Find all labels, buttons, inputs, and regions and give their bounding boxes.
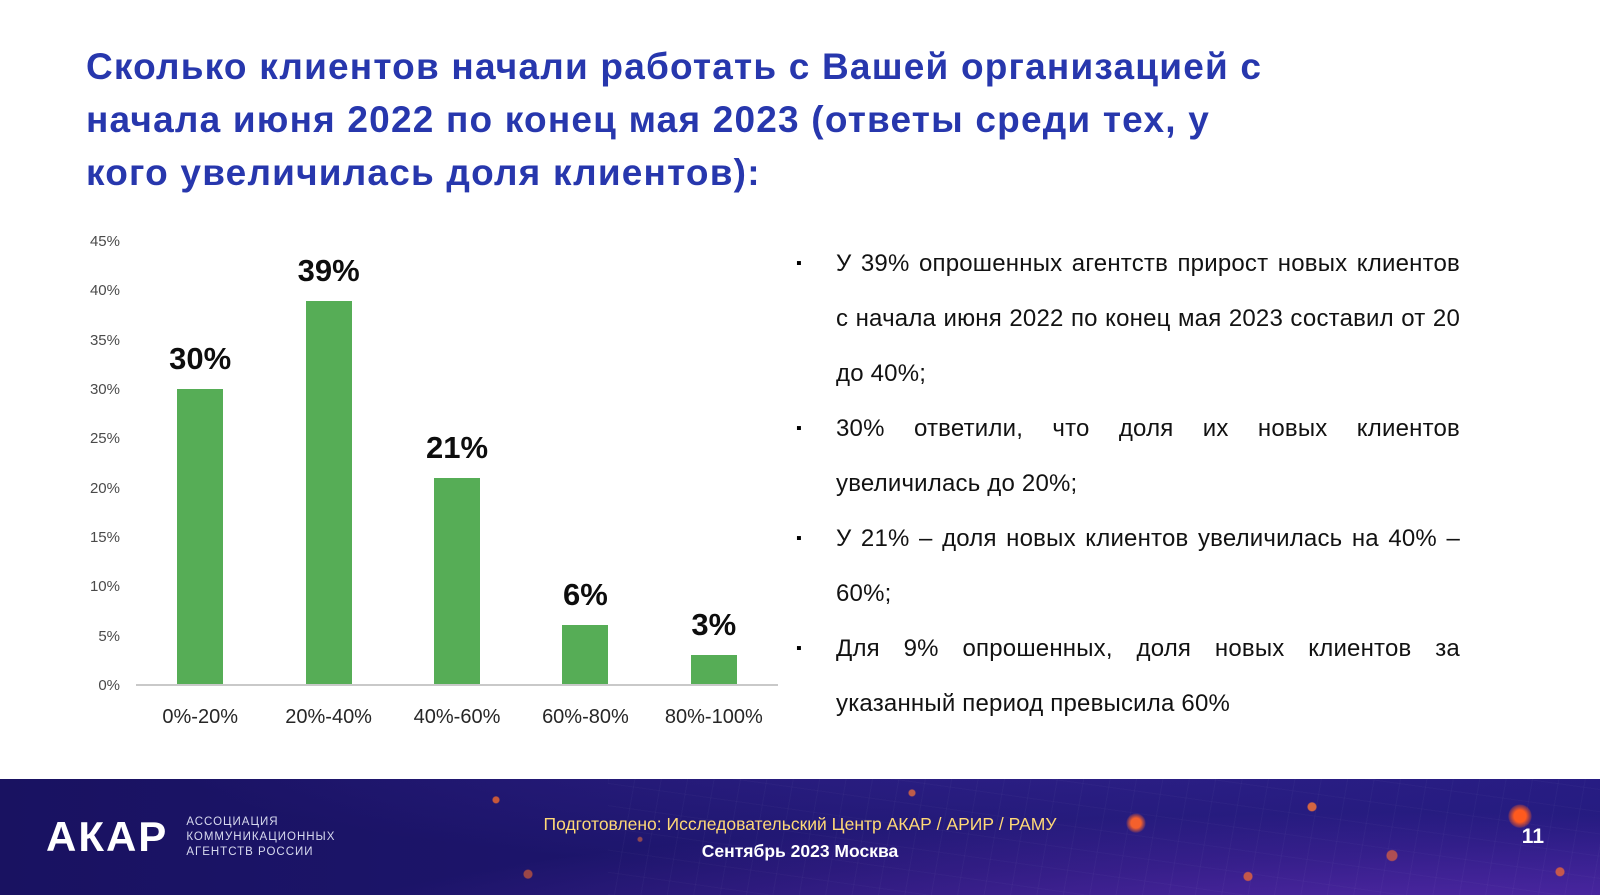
bar xyxy=(305,300,352,684)
title-line: Сколько клиентов начали работать с Вашей… xyxy=(86,46,1263,87)
bullet-item: ▪ 30% ответили, что доля их новых клиенто… xyxy=(792,401,1460,511)
y-tick-label: 5% xyxy=(98,627,120,645)
bar xyxy=(434,477,481,684)
y-tick-label: 30% xyxy=(89,381,120,399)
bar-group: 3% xyxy=(650,242,778,684)
bar-value-label: 3% xyxy=(691,606,737,642)
bullet-text: Для 9% опрошенных, доля новых клиентов з… xyxy=(836,635,1460,717)
bullet-text: У 39% опрошенных агентств прирост новых … xyxy=(836,250,1460,387)
bullet-item: ▪ У 21% – доля новых клиентов увеличилась… xyxy=(792,511,1460,621)
bullet-item: ▪ Для 9% опрошенных, доля новых клиентов … xyxy=(792,621,1460,731)
bar-group: 6% xyxy=(521,242,649,684)
akar-logo: АКАР АССОЦИАЦИЯ КОММУНИКАЦИОННЫХ АГЕНТСТ… xyxy=(46,813,335,861)
bar-value-label: 30% xyxy=(169,341,232,377)
bullet-marker-icon: ▪ xyxy=(796,530,802,547)
x-axis: 0%-20% 20%-40% 40%-60% 60%-80% 80%-100% xyxy=(136,694,778,734)
bar xyxy=(562,625,609,684)
y-tick-label: 20% xyxy=(89,479,120,497)
footer-content: АКАР АССОЦИАЦИЯ КОММУНИКАЦИОННЫХ АГЕНТСТ… xyxy=(0,779,1600,895)
y-tick-label: 25% xyxy=(89,430,120,448)
x-axis-label: 40%-60% xyxy=(413,706,501,728)
bullet-marker-icon: ▪ xyxy=(796,255,802,272)
x-axis-label: 60%-80% xyxy=(542,706,629,728)
bullet-marker-icon: ▪ xyxy=(796,420,802,437)
title-line: кого увеличилась доля клиентов): xyxy=(86,152,761,193)
y-tick-label: 15% xyxy=(89,529,120,547)
y-axis: 0% 5% 10% 15% 20% 25% 30% 35% 40% 45% xyxy=(80,234,128,694)
x-axis-label: 80%-100% xyxy=(664,706,763,728)
bar-group: 21% xyxy=(393,242,521,684)
bar-value-label: 39% xyxy=(297,252,360,288)
y-tick-label: 35% xyxy=(89,331,120,349)
y-tick-label: 10% xyxy=(89,578,120,596)
footer-bar: АКАР АССОЦИАЦИЯ КОММУНИКАЦИОННЫХ АГЕНТСТ… xyxy=(0,779,1600,895)
y-tick-label: 45% xyxy=(89,233,120,250)
logo-sub-line: АГЕНТСТВ РОССИИ xyxy=(186,845,314,858)
page-title: Сколько клиентов начали работать с Вашей… xyxy=(86,40,1262,199)
bullet-item: ▪ У 39% опрошенных агентств прирост новых… xyxy=(792,236,1460,401)
y-tick-label: 0% xyxy=(98,677,120,694)
date-place-text: Сентябрь 2023 Москва xyxy=(701,841,899,861)
bar-plot: 30% 39% 21% 6% 3% xyxy=(136,242,778,686)
bullet-text: У 21% – доля новых клиентов увеличилась … xyxy=(836,525,1460,607)
y-tick-label: 40% xyxy=(89,282,120,300)
bar-value-label: 6% xyxy=(563,577,608,613)
bar xyxy=(690,654,737,684)
x-axis-label: 20%-40% xyxy=(285,706,372,728)
page-number: 11 xyxy=(1521,825,1544,848)
summary-bullets: ▪ У 39% опрошенных агентств прирост новых… xyxy=(792,236,1460,731)
bullet-list: ▪ У 39% опрошенных агентств прирост новых… xyxy=(792,236,1460,731)
prepared-by-text: Подготовлено: Исследовательский Центр АК… xyxy=(543,814,1057,834)
akar-logo-text: АКАР xyxy=(46,813,169,860)
akar-logo-subtitle: АССОЦИАЦИЯ КОММУНИКАЦИОННЫХ АГЕНТСТВ РОС… xyxy=(186,815,335,860)
logo-sub-line: КОММУНИКАЦИОННЫХ xyxy=(186,830,336,843)
bar-group: 39% xyxy=(264,242,392,684)
logo-sub-line: АССОЦИАЦИЯ xyxy=(186,815,279,828)
title-line: начала июня 2022 по конец мая 2023 (отве… xyxy=(86,99,1210,140)
bar-chart: 0% 5% 10% 15% 20% 25% 30% 35% 40% 45% 30% 39% 21% 6%… xyxy=(80,232,782,734)
bar-value-label: 21% xyxy=(425,429,489,465)
bar xyxy=(177,389,224,684)
footer-credits: Подготовлено: Исследовательский Центр АК… xyxy=(450,810,1150,864)
x-axis-label: 0%-20% xyxy=(162,706,238,728)
bullet-marker-icon: ▪ xyxy=(796,640,802,657)
bullet-text: 30% ответили, что доля их новых клиентов… xyxy=(836,415,1460,497)
bar-group: 30% xyxy=(136,242,264,684)
